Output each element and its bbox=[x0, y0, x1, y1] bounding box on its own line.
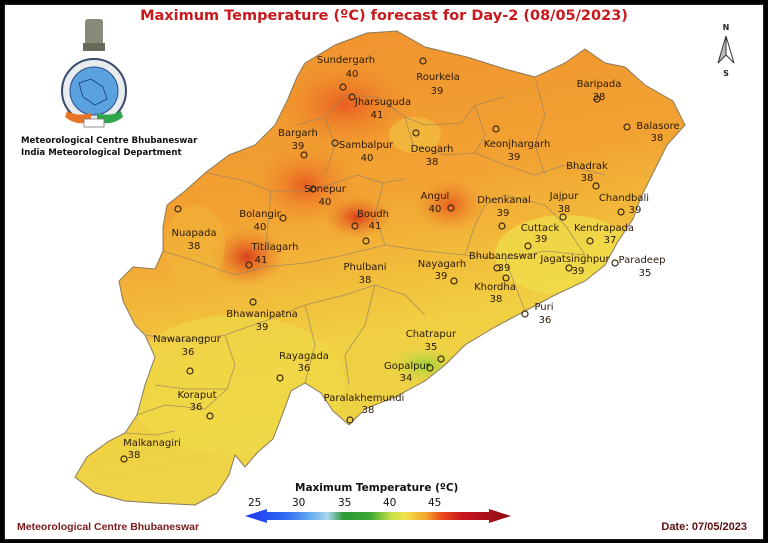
station-name: Jajpur bbox=[549, 191, 580, 202]
station-name: Sundergarh bbox=[317, 55, 375, 66]
station-value: 38 bbox=[359, 275, 372, 286]
station-name: Nayagarh bbox=[418, 259, 466, 270]
station-name: Puri bbox=[534, 302, 553, 313]
station-name: Khordha bbox=[474, 282, 516, 293]
station-name: Boudh bbox=[357, 209, 389, 220]
station-value: 39 bbox=[292, 141, 305, 152]
station-value: 38 bbox=[581, 173, 594, 184]
station-value: 38 bbox=[593, 92, 606, 103]
imd-emblem-icon bbox=[61, 19, 127, 128]
legend-tick: 30 bbox=[292, 497, 306, 509]
station-value: 36 bbox=[190, 402, 203, 413]
station-value: 37 bbox=[604, 235, 617, 246]
org-department: India Meteorological Department bbox=[21, 148, 182, 158]
station-name: Angul bbox=[421, 191, 450, 202]
station-name: Jagatsinghpur bbox=[539, 254, 610, 265]
station-value: 40 bbox=[346, 69, 359, 80]
north-arrow-icon bbox=[717, 35, 735, 64]
station-value: 39 bbox=[572, 266, 585, 277]
legend-tick: 40 bbox=[383, 497, 397, 509]
north-arrow: N S bbox=[711, 23, 741, 83]
station-name: Cuttack bbox=[521, 223, 560, 234]
station-name: Sambalpur bbox=[339, 140, 394, 151]
station-value: 34 bbox=[400, 373, 413, 384]
station-name: Deogarh bbox=[411, 144, 454, 155]
station-value: 39 bbox=[435, 271, 448, 282]
station-name: Chatrapur bbox=[406, 329, 457, 340]
station-value: 35 bbox=[425, 342, 438, 353]
station-value: 39 bbox=[508, 152, 521, 163]
station-value: 39 bbox=[497, 208, 510, 219]
station-value: 38 bbox=[558, 204, 571, 215]
footer-org: Meteorological Centre Bhubaneswar bbox=[17, 521, 200, 533]
legend-title: Maximum Temperature (ºC) bbox=[295, 482, 459, 494]
odisha-temperature-map: Sundergarh 40 Rourkela 39 Jharsuguda 41 … bbox=[74, 30, 686, 506]
station-value: 39 bbox=[535, 234, 548, 245]
station-value: 41 bbox=[255, 255, 268, 266]
station-name: Malkanagiri bbox=[123, 438, 181, 449]
station-name: Chandbali bbox=[599, 193, 649, 204]
station-value: 41 bbox=[371, 110, 384, 121]
compass-north-label: N bbox=[722, 23, 730, 32]
station-value: 39 bbox=[498, 263, 511, 274]
compass-south-label: S bbox=[723, 69, 729, 78]
station-name: Nawarangpur bbox=[153, 334, 222, 345]
station-markers bbox=[120, 57, 631, 463]
station-name: Bolangir bbox=[239, 209, 281, 220]
legend-tick: 25 bbox=[248, 497, 262, 509]
station-value: 36 bbox=[539, 315, 552, 326]
station-name: Koraput bbox=[177, 390, 216, 401]
station-value: 36 bbox=[182, 347, 195, 358]
station-name: Baripada bbox=[577, 79, 622, 90]
station-value: 39 bbox=[256, 322, 269, 333]
station-name: Sonepur bbox=[304, 184, 347, 195]
station-value: 38 bbox=[490, 294, 503, 305]
station-name: Paralakhemundi bbox=[324, 393, 405, 404]
station-name: Rourkela bbox=[416, 72, 460, 83]
station-name: Bhubaneswar bbox=[469, 251, 538, 262]
legend-tick: 45 bbox=[428, 497, 442, 509]
station-name: Phulbani bbox=[343, 262, 386, 273]
station-value: 38 bbox=[651, 133, 664, 144]
station-name: Balasore bbox=[636, 121, 679, 132]
station-name: Dhenkanal bbox=[477, 195, 531, 206]
station-name: Keonjhargarh bbox=[484, 139, 551, 150]
station-name: Gopalpur bbox=[384, 361, 431, 372]
station-name: Rayagada bbox=[279, 351, 329, 362]
station-value: 38 bbox=[426, 157, 439, 168]
station-value: 40 bbox=[319, 197, 332, 208]
station-value: 39 bbox=[431, 86, 444, 97]
station-value: 38 bbox=[188, 241, 201, 252]
station-name: Titilagarh bbox=[251, 242, 299, 253]
station-name: Bargarh bbox=[278, 128, 318, 139]
temperature-colorbar bbox=[245, 509, 511, 523]
station-value: 36 bbox=[298, 363, 311, 374]
station-value: 40 bbox=[429, 204, 442, 215]
station-value: 41 bbox=[369, 221, 382, 232]
station-value: 35 bbox=[639, 268, 652, 279]
station-value: 40 bbox=[361, 153, 374, 164]
station-value: 39 bbox=[629, 205, 642, 216]
station-value: 38 bbox=[128, 450, 141, 461]
station-name: Bhadrak bbox=[566, 161, 608, 172]
legend-tick: 35 bbox=[338, 497, 352, 509]
station-value: 40 bbox=[254, 222, 267, 233]
organization-block: Meteorological Centre Bhubaneswar India … bbox=[21, 135, 197, 159]
org-name: Meteorological Centre Bhubaneswar bbox=[21, 136, 198, 146]
station-name: Kendrapada bbox=[574, 223, 634, 234]
station-name: Paradeep bbox=[619, 255, 666, 266]
station-name: Jharsuguda bbox=[354, 97, 411, 108]
page-title: Maximum Temperature (ºC) forecast for Da… bbox=[140, 8, 628, 24]
station-value: 38 bbox=[362, 405, 375, 416]
station-name: Nuapada bbox=[172, 228, 217, 239]
map-frame: Maximum Temperature (ºC) forecast for Da… bbox=[4, 4, 764, 540]
footer-date: Date: 07/05/2023 bbox=[661, 521, 747, 533]
station-name: Bhawanipatna bbox=[226, 309, 298, 320]
